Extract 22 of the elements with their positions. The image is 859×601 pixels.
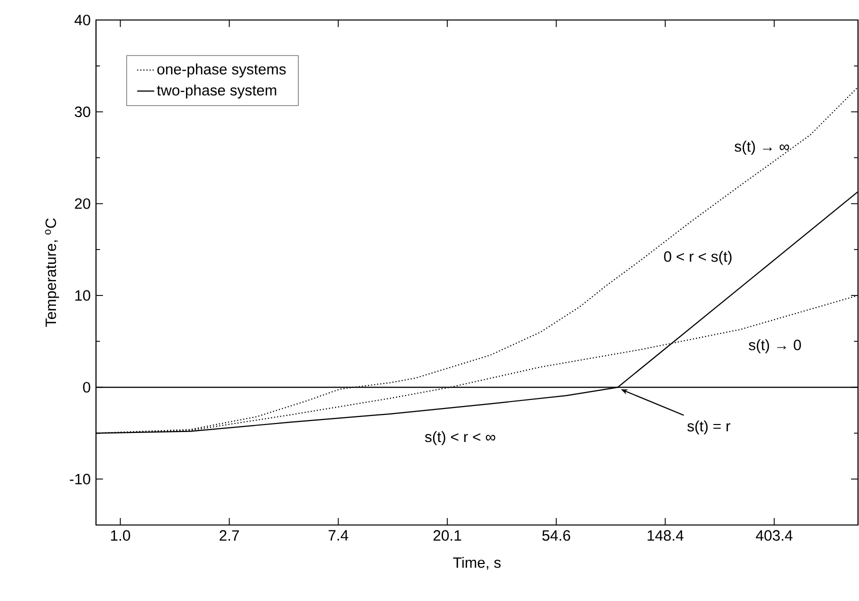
- x-tick-label: 2.7: [220, 530, 239, 541]
- y-axis-title: Temperature, $^{o}$C: [45, 218, 60, 327]
- y-tick-label: 30: [74, 106, 90, 118]
- y-tick-label: -10: [70, 474, 90, 484]
- x-tick-label: 20.1: [434, 530, 462, 541]
- x-tick-label: 54.6: [542, 530, 570, 541]
- y-tick-label: 20: [74, 198, 90, 209]
- y-tick-label: 10: [75, 290, 90, 301]
- annotation: s(t) → 0: [748, 339, 801, 354]
- y-tick-label: 0: [83, 382, 90, 393]
- annotation: 0 < r < s(t): [664, 250, 732, 265]
- annotation: s(t) = r: [687, 420, 730, 434]
- x-tick-label: 7.4: [328, 530, 348, 540]
- annotation: s(t) < r < ∞: [425, 431, 496, 446]
- annotation: s(t) → ∞: [734, 140, 790, 155]
- x-axis-title: Time, s: [453, 556, 501, 570]
- x-tick-label: 148.4: [648, 530, 684, 541]
- x-tick-label: 403.4: [756, 530, 792, 541]
- legend-label: one-phase systems: [157, 64, 286, 78]
- y-tick-label: 40: [74, 14, 90, 26]
- x-tick-label: 1.0: [111, 530, 130, 541]
- legend-label: two-phase system: [156, 84, 276, 98]
